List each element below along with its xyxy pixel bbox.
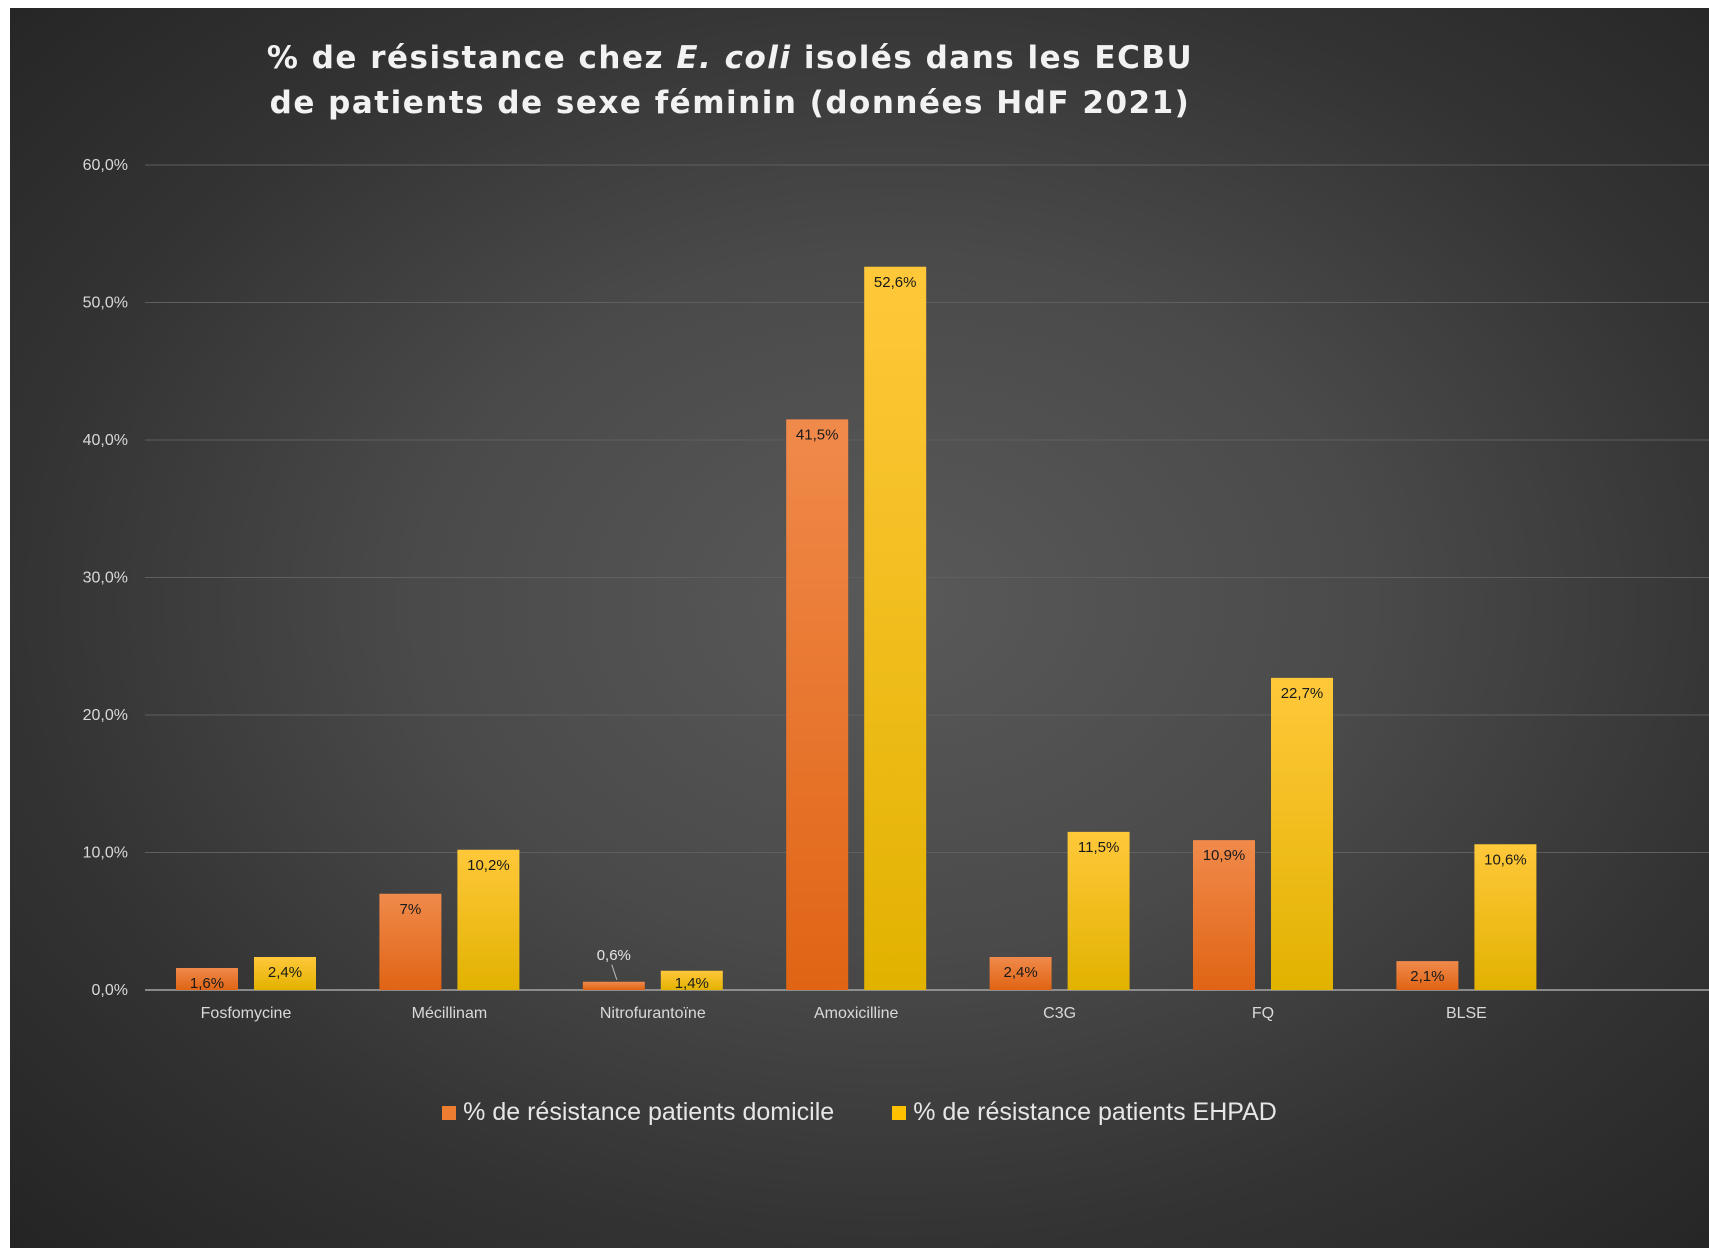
data-label: 2,1%	[1410, 968, 1444, 985]
bar-chart: 0,0% 10,0% 20,0% 30,0% 40,0% 50,0% 60,0% 1,6% 2…	[83, 157, 1709, 1022]
chart-title: % de résistance chez E. coli isolés dans…	[10, 36, 1450, 126]
title-organism: E. coli	[676, 40, 792, 76]
data-label: 11,5%	[1078, 839, 1119, 856]
bar-ehpad	[660, 970, 723, 990]
y-tick-label: 20,0%	[83, 707, 128, 724]
data-label: 10,2%	[467, 857, 510, 874]
bar-domicile	[989, 957, 1052, 990]
data-label: 1,6%	[190, 975, 224, 992]
title-line1-prefix: % de résistance chez	[266, 40, 677, 76]
x-tick-label: BLSE	[1446, 1005, 1487, 1022]
bar-ehpad	[864, 266, 927, 990]
data-label: 2,4%	[268, 964, 302, 981]
bars	[176, 266, 1537, 990]
x-tick-label: Fosfomycine	[201, 1005, 292, 1022]
bar-ehpad	[1271, 677, 1333, 990]
title-line1-suffix: isolés dans les ECBU	[791, 40, 1194, 76]
data-label: 52,6%	[874, 274, 917, 291]
bar-ehpad	[254, 957, 316, 990]
legend-swatch-ehpad	[892, 1105, 907, 1120]
y-tick-label: 30,0%	[83, 570, 128, 587]
y-tick-label: 50,0%	[83, 295, 128, 312]
y-tick-label: 60,0%	[83, 157, 128, 174]
bar-domicile	[176, 968, 238, 990]
bar-ehpad	[1474, 844, 1537, 990]
x-tick-label: Nitrofurantoïne	[600, 1005, 706, 1022]
x-tick-label: Mécillinam	[412, 1005, 488, 1022]
legend: % de résistance patients domicile % de r…	[10, 1098, 1709, 1127]
data-label: 41,5%	[796, 426, 839, 443]
data-label: 10,6%	[1484, 851, 1527, 868]
y-tick-label: 10,0%	[83, 845, 128, 862]
chart-panel: % de résistance chez E. coli isolés dans…	[10, 8, 1709, 1248]
x-axis-tick-labels: Fosfomycine Mécillinam Nitrofurantoïne Amox…	[201, 1005, 1487, 1022]
y-axis-tick-labels: 0,0% 10,0% 20,0% 30,0% 40,0% 50,0% 60,0%	[83, 157, 128, 999]
bar-domicile	[1193, 840, 1255, 990]
data-label: 7%	[400, 901, 422, 918]
bar-ehpad	[1067, 831, 1130, 990]
x-tick-label: Amoxicilline	[814, 1005, 899, 1022]
legend-item-ehpad: % de résistance patients EHPAD	[892, 1098, 1277, 1127]
data-label-leader	[611, 964, 618, 980]
data-label: 2,4%	[1003, 964, 1037, 981]
title-line2: de patients de sexe féminin (données HdF…	[269, 85, 1191, 121]
legend-label-ehpad: % de résistance patients EHPAD	[913, 1098, 1277, 1126]
bar-domicile	[582, 981, 645, 990]
bar-domicile	[1396, 961, 1459, 990]
data-label: 1,4%	[675, 975, 709, 992]
bar-ehpad	[457, 849, 520, 990]
y-tick-label: 40,0%	[83, 432, 128, 449]
data-label: 10,9%	[1203, 847, 1246, 864]
y-tick-label: 0,0%	[92, 982, 128, 999]
legend-swatch-domicile	[442, 1105, 457, 1120]
x-tick-label: FQ	[1252, 1005, 1274, 1022]
data-label: 22,7%	[1281, 685, 1324, 702]
x-tick-label: C3G	[1043, 1005, 1076, 1022]
bar-domicile	[786, 419, 849, 990]
bar-domicile	[379, 893, 442, 990]
legend-label-domicile: % de résistance patients domicile	[463, 1098, 835, 1126]
legend-item-domicile: % de résistance patients domicile	[442, 1098, 834, 1127]
data-label: 0,6%	[597, 947, 631, 964]
data-labels: 1,6% 2,4% 7% 10,2% 0,6% 1,4% 41,5% 52,6% 2,4% 11,…	[190, 274, 1527, 992]
